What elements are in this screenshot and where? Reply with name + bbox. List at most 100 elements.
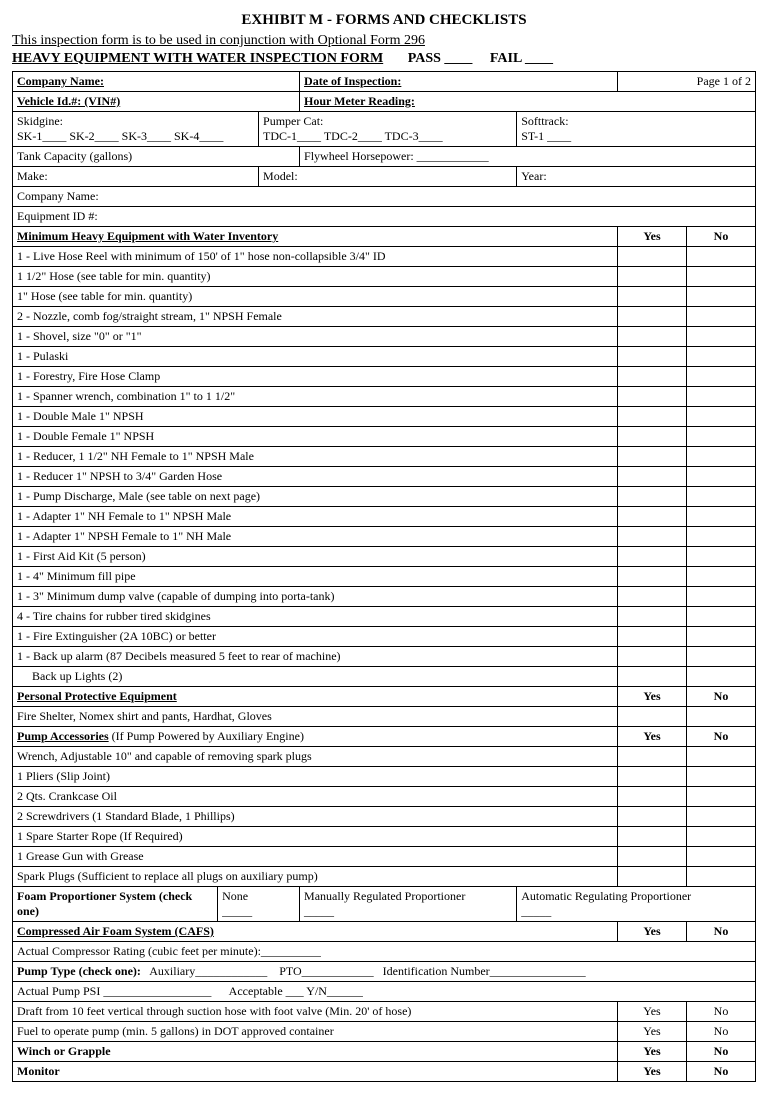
inventory-yes-cell[interactable] — [618, 387, 687, 407]
inventory-yes-cell[interactable] — [618, 447, 687, 467]
monitor-yes[interactable]: Yes — [618, 1062, 687, 1082]
inventory-yes-cell[interactable] — [618, 287, 687, 307]
inventory-no-cell[interactable] — [687, 407, 756, 427]
inventory-no-cell[interactable] — [687, 567, 756, 587]
pumpacc-suffix: (If Pump Powered by Auxiliary Engine) — [109, 729, 304, 743]
inventory-item: 1 - Forestry, Fire Hose Clamp — [13, 367, 618, 387]
ppe-no-cell[interactable] — [687, 707, 756, 727]
inventory-no-cell[interactable] — [687, 667, 756, 687]
inventory-no-cell[interactable] — [687, 627, 756, 647]
inventory-yes-cell[interactable] — [618, 327, 687, 347]
inventory-yes-cell[interactable] — [618, 667, 687, 687]
pumpacc-no-cell[interactable] — [687, 787, 756, 807]
inventory-no-cell[interactable] — [687, 587, 756, 607]
inventory-no-cell[interactable] — [687, 447, 756, 467]
pumpacc-item: Wrench, Adjustable 10" and capable of re… — [13, 747, 618, 767]
pumpacc-header: Pump Accessories — [17, 729, 109, 743]
inventory-no-cell[interactable] — [687, 427, 756, 447]
inventory-yes: Yes — [618, 227, 687, 247]
inventory-yes-cell[interactable] — [618, 527, 687, 547]
inventory-yes-cell[interactable] — [618, 627, 687, 647]
equipment-id-label: Equipment ID #: — [13, 207, 756, 227]
inventory-item: 1" Hose (see table for min. quantity) — [13, 287, 618, 307]
pumpacc-no-cell[interactable] — [687, 867, 756, 887]
draft-no[interactable]: No — [687, 1002, 756, 1022]
inventory-no-cell[interactable] — [687, 467, 756, 487]
pumpacc-no: No — [687, 727, 756, 747]
pumpacc-no-cell[interactable] — [687, 807, 756, 827]
pumpacc-no-cell[interactable] — [687, 827, 756, 847]
foam-none[interactable]: None _____ — [218, 887, 300, 922]
pumpacc-yes-cell[interactable] — [618, 807, 687, 827]
inspection-table: Company Name: Date of Inspection: Page 1… — [12, 71, 756, 1082]
inventory-no-cell[interactable] — [687, 247, 756, 267]
winch-yes[interactable]: Yes — [618, 1042, 687, 1062]
inventory-no-cell[interactable] — [687, 647, 756, 667]
form-head-row: HEAVY EQUIPMENT WITH WATER INSPECTION FO… — [12, 51, 756, 67]
inventory-item: 1 - Shovel, size "0" or "1" — [13, 327, 618, 347]
fuel-no[interactable]: No — [687, 1022, 756, 1042]
winch-no[interactable]: No — [687, 1042, 756, 1062]
ppe-no: No — [687, 687, 756, 707]
ppe-item: Fire Shelter, Nomex shirt and pants, Har… — [13, 707, 618, 727]
inventory-no-cell[interactable] — [687, 607, 756, 627]
pumpacc-yes-cell[interactable] — [618, 767, 687, 787]
inventory-no-cell[interactable] — [687, 527, 756, 547]
pumpacc-yes-cell[interactable] — [618, 747, 687, 767]
inventory-yes-cell[interactable] — [618, 607, 687, 627]
pumpacc-no-cell[interactable] — [687, 847, 756, 867]
inventory-yes-cell[interactable] — [618, 267, 687, 287]
inventory-no-cell[interactable] — [687, 367, 756, 387]
inventory-no-cell[interactable] — [687, 267, 756, 287]
pumpacc-yes-cell[interactable] — [618, 867, 687, 887]
inventory-yes-cell[interactable] — [618, 367, 687, 387]
inventory-yes-cell[interactable] — [618, 407, 687, 427]
inventory-no-cell[interactable] — [687, 347, 756, 367]
pumpacc-item: 1 Grease Gun with Grease — [13, 847, 618, 867]
pumpacc-no-cell[interactable] — [687, 767, 756, 787]
inventory-yes-cell[interactable] — [618, 347, 687, 367]
pumpacc-yes-cell[interactable] — [618, 847, 687, 867]
winch-header: Winch or Grapple — [13, 1042, 618, 1062]
inventory-yes-cell[interactable] — [618, 647, 687, 667]
cafs-pump-type[interactable]: Pump Type (check one): Auxiliary________… — [13, 962, 756, 982]
inventory-no-cell[interactable] — [687, 307, 756, 327]
inventory-no-cell[interactable] — [687, 507, 756, 527]
inventory-yes-cell[interactable] — [618, 247, 687, 267]
fuel-yes[interactable]: Yes — [618, 1022, 687, 1042]
inventory-yes-cell[interactable] — [618, 567, 687, 587]
tdc-line[interactable]: TDC-1____ TDC-2____ TDC-3____ — [263, 129, 443, 143]
pumper-cat-label: Pumper Cat: — [263, 114, 323, 128]
inventory-item: 1 - 4" Minimum fill pipe — [13, 567, 618, 587]
flywheel-label[interactable]: Flywheel Horsepower: ____________ — [300, 147, 756, 167]
monitor-no[interactable]: No — [687, 1062, 756, 1082]
inventory-yes-cell[interactable] — [618, 547, 687, 567]
inventory-yes-cell[interactable] — [618, 487, 687, 507]
cafs-compressor[interactable]: Actual Compressor Rating (cubic feet per… — [13, 942, 756, 962]
ppe-yes-cell[interactable] — [618, 707, 687, 727]
inventory-no-cell[interactable] — [687, 487, 756, 507]
st1-line[interactable]: ST-1 ____ — [521, 129, 571, 143]
inventory-yes-cell[interactable] — [618, 467, 687, 487]
cafs-fuel: Fuel to operate pump (min. 5 gallons) in… — [13, 1022, 618, 1042]
cafs-psi[interactable]: Actual Pump PSI __________________ Accep… — [13, 982, 756, 1002]
inventory-item: 1 - Pulaski — [13, 347, 618, 367]
foam-auto[interactable]: Automatic Regulating Proportioner _____ — [517, 887, 756, 922]
inventory-no-cell[interactable] — [687, 287, 756, 307]
draft-yes[interactable]: Yes — [618, 1002, 687, 1022]
inventory-no-cell[interactable] — [687, 387, 756, 407]
inventory-no-cell[interactable] — [687, 547, 756, 567]
pumpacc-no-cell[interactable] — [687, 747, 756, 767]
sk-line[interactable]: SK-1____ SK-2____ SK-3____ SK-4____ — [17, 129, 223, 143]
foam-manual[interactable]: Manually Regulated Proportioner _____ — [300, 887, 517, 922]
monitor-header: Monitor — [13, 1062, 618, 1082]
pumpacc-yes-cell[interactable] — [618, 787, 687, 807]
inventory-yes-cell[interactable] — [618, 507, 687, 527]
inventory-yes-cell[interactable] — [618, 587, 687, 607]
pumpacc-yes-cell[interactable] — [618, 827, 687, 847]
vehicle-id-label: Vehicle Id.#: (VIN#) — [17, 94, 120, 108]
inventory-yes-cell[interactable] — [618, 307, 687, 327]
inventory-yes-cell[interactable] — [618, 427, 687, 447]
inventory-no-cell[interactable] — [687, 327, 756, 347]
pumpacc-item: 1 Pliers (Slip Joint) — [13, 767, 618, 787]
